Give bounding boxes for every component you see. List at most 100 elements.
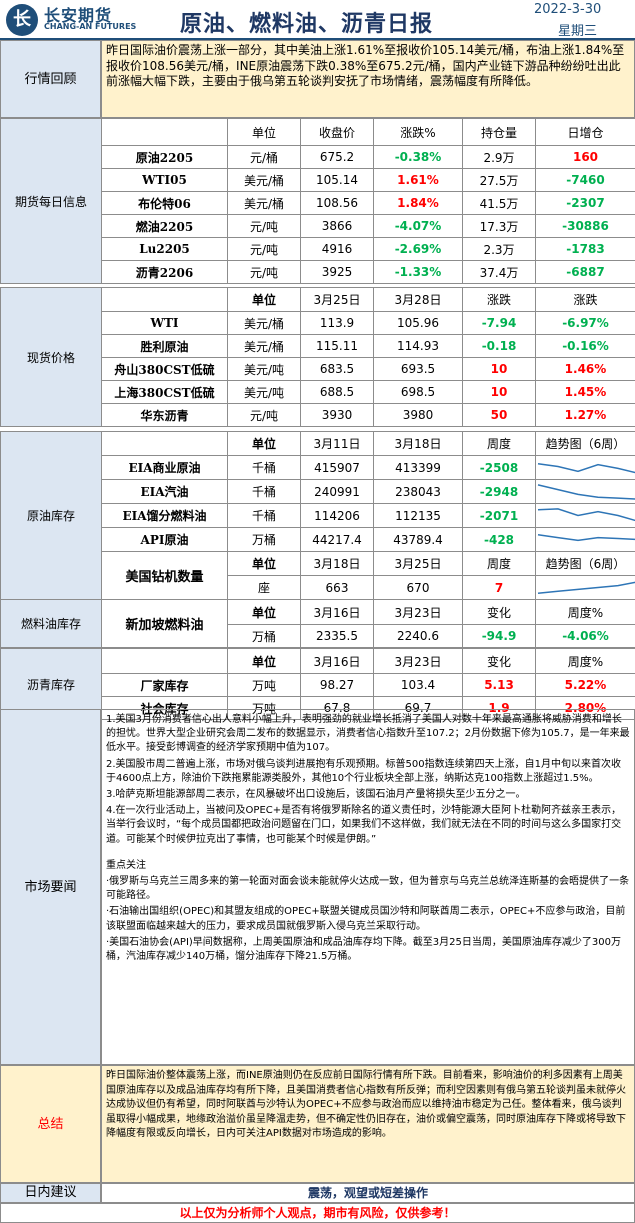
futures-section-label: 期货每日信息: [0, 118, 102, 284]
crude-header-blank: [101, 431, 228, 456]
table-row: EIA馏分燃料油 千桶 114206 112135 -2071: [1, 503, 635, 528]
futures-oi: 17.3万: [462, 214, 536, 238]
fuel-inventory-value-1: 2335.5: [300, 624, 374, 648]
crude-inventory-unit: 千桶: [227, 479, 301, 504]
asphalt-inventory-pct: 5.22%: [535, 673, 635, 697]
futures-table: 期货每日信息 单位 收盘价 涨跌% 持仓量 日增仓 原油2205 元/桶 675…: [0, 118, 635, 284]
futures-oi: 37.4万: [462, 260, 536, 284]
futures-add: -2307: [535, 191, 635, 215]
rig-header-trend: 趋势图（6周）: [535, 551, 635, 576]
futures-oi: 2.9万: [462, 145, 536, 169]
focus-item: ·石油输出国组织(OPEC)和其盟友组成的OPEC+联盟关键成员国沙特和阿联酋周…: [106, 906, 626, 932]
table-row: EIA汽油 千桶 240991 238043 -2948: [1, 479, 635, 504]
asphalt-header-weekly-pct: 周度%: [535, 648, 635, 674]
asphalt-header-unit: 单位: [227, 648, 301, 674]
rig-count-value-2: 670: [373, 575, 463, 600]
spot-name: 上海380CST低硫: [101, 380, 228, 404]
table-row: 舟山380CST低硫 美元/吨 683.5 693.5 10 1.46%: [1, 357, 635, 381]
rig-count-value-1: 663: [300, 575, 374, 600]
futures-unit: 美元/桶: [227, 191, 301, 215]
table-row: 燃油2205 元/吨 3866 -4.07% 17.3万 -30886: [1, 214, 635, 238]
table-row: 社会库存 万吨 67.8 69.7 1.9 2.80%: [1, 696, 635, 720]
crude-inventory-unit: 千桶: [227, 503, 301, 528]
spot-header-blank: [101, 287, 228, 312]
spot-unit: 美元/吨: [227, 380, 301, 404]
summary-section-label: 总结: [0, 1065, 101, 1183]
asphalt-inventory-value-1: 67.8: [300, 696, 374, 720]
news-item: 3.哈萨克斯坦能源部周二表示，在风暴破坏出口设施后，该国石油月产量将损失至少五分…: [106, 789, 526, 801]
summary-text: 昨日国际油价整体震荡上涨，而INE原油则仍在反应前日国际行情有所下跌。目前看来，…: [101, 1065, 635, 1183]
futures-unit: 元/桶: [227, 145, 301, 169]
crude-inventory-value-2: 238043: [373, 479, 463, 504]
crude-inventory-name: API原油: [101, 527, 228, 552]
spot-header-change: 涨跌: [462, 287, 536, 312]
fuel-header-week2: 3月23日: [373, 599, 463, 625]
futures-name: 沥青2206: [101, 260, 228, 284]
spot-change: 50: [462, 403, 536, 427]
crude-header-trend: 趋势图（6周）: [535, 431, 635, 456]
table-row: 原油2205 元/桶 675.2 -0.38% 2.9万 160: [1, 145, 635, 169]
trend-sparkline: [537, 581, 635, 594]
spot-change-pct: 1.45%: [535, 380, 635, 404]
asphalt-inventory-value-2: 103.4: [373, 673, 463, 697]
spot-price-1: 683.5: [300, 357, 374, 381]
spot-header-day2: 3月28日: [373, 287, 463, 312]
asphalt-header-blank: [101, 648, 228, 674]
brand-name-en: CHANG-AN FUTURES: [44, 22, 137, 31]
report-weekday: 星期三: [558, 24, 598, 39]
table-row: Lu2205 元/吨 4916 -2.69% 2.3万 -1783: [1, 237, 635, 261]
crude-inventory-value-1: 240991: [300, 479, 374, 504]
crude-inventory-value-1: 44217.4: [300, 527, 374, 552]
rig-header-weekly: 周度: [462, 551, 536, 576]
futures-unit: 元/吨: [227, 214, 301, 238]
spot-price-1: 3930: [300, 403, 374, 427]
asphalt-inventory-value-2: 69.7: [373, 696, 463, 720]
futures-header-change: 涨跌%: [373, 118, 463, 146]
trend-line: [537, 462, 635, 474]
futures-close: 3925: [300, 260, 374, 284]
spot-price-1: 113.9: [300, 311, 374, 335]
asphalt-inventory-change: 1.9: [462, 696, 536, 720]
futures-add: -6887: [535, 260, 635, 284]
crude-inventory-value-1: 114206: [300, 503, 374, 528]
fuel-inventory-pct: -4.06%: [535, 624, 635, 648]
crude-inventory-weekly: -2071: [462, 503, 536, 528]
futures-add: -30886: [535, 214, 635, 238]
crude-inventory-weekly: -2948: [462, 479, 536, 504]
crude-inventory-value-2: 413399: [373, 455, 463, 480]
review-text: 昨日国际油价震荡上涨一部分，其中美油上涨1.61%至报收价105.14美元/桶，…: [101, 40, 635, 118]
spot-section-label: 现货价格: [0, 287, 102, 427]
fuel-inventory-unit: 万桶: [227, 624, 301, 648]
crude-inventory-name: EIA商业原油: [101, 455, 228, 480]
asphalt-inventory-unit: 万吨: [227, 673, 301, 697]
spot-name: 华东沥青: [101, 403, 228, 427]
news-item: 1.美国3月份消费者信心出人意料小幅上升，表明强劲的就业增长抵消了美国人对数十年…: [106, 714, 630, 754]
news-content: 1.美国3月份消费者信心出人意料小幅上升，表明强劲的就业增长抵消了美国人对数十年…: [101, 709, 635, 1065]
table-row: 华东沥青 元/吨 3930 3980 50 1.27%: [1, 403, 635, 427]
futures-header-add: 日增仓: [535, 118, 635, 146]
futures-close: 3866: [300, 214, 374, 238]
futures-unit: 元/吨: [227, 260, 301, 284]
spot-unit: 美元/桶: [227, 334, 301, 358]
table-row: 厂家库存 万吨 98.27 103.4 5.13 5.22%: [1, 673, 635, 697]
spot-unit: 美元/桶: [227, 311, 301, 335]
spot-change: -0.18: [462, 334, 536, 358]
spot-change: -7.94: [462, 311, 536, 335]
table-row: 沥青2206 元/吨 3925 -1.33% 37.4万 -6887: [1, 260, 635, 284]
rig-count-name: 美国钻机数量: [101, 551, 228, 600]
focus-title: 重点关注: [106, 859, 146, 871]
asphalt-header-week2: 3月23日: [373, 648, 463, 674]
spot-price-2: 698.5: [373, 380, 463, 404]
spot-header-day1: 3月25日: [300, 287, 374, 312]
table-row: 上海380CST低硫 美元/吨 688.5 698.5 10 1.45%: [1, 380, 635, 404]
futures-add: -1783: [535, 237, 635, 261]
trend-sparkline: [537, 484, 635, 500]
crude-inventory-section-label: 原油库存: [0, 431, 102, 600]
asphalt-inventory-value-1: 98.27: [300, 673, 374, 697]
futures-add: 160: [535, 145, 635, 169]
news-item: 4.在一次行业活动上，当被问及OPEC+是否有将俄罗斯除名的道义责任时，沙特能源…: [106, 805, 622, 845]
futures-oi: 2.3万: [462, 237, 536, 261]
futures-change: -2.69%: [373, 237, 463, 261]
crude-header-week2: 3月18日: [373, 431, 463, 456]
spot-unit: 元/吨: [227, 403, 301, 427]
